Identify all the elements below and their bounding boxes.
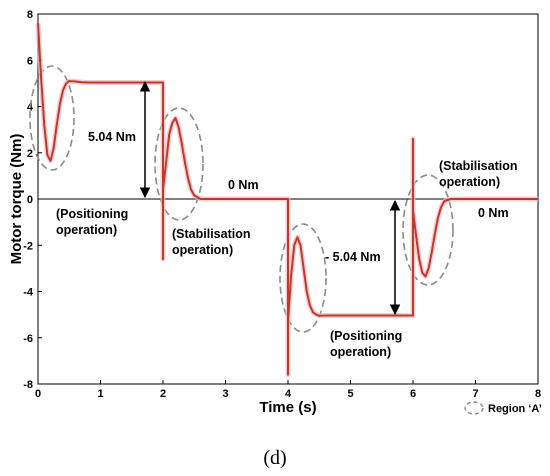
x-tick-label: 2 xyxy=(160,388,166,400)
annotation-positioning-1-line2: operation) xyxy=(56,223,117,237)
y-tick-label: 8 xyxy=(27,9,33,21)
y-tick-label: 2 xyxy=(27,148,33,160)
y-tick-label: 0 xyxy=(27,194,33,206)
legend-region-label: Region ‘A’ xyxy=(488,403,542,415)
annotation-0-nm-1: 0 Nm xyxy=(228,178,259,192)
y-tick-label: -6 xyxy=(23,333,33,345)
x-tick-label: 3 xyxy=(222,388,228,400)
annotation-0-nm-2: 0 Nm xyxy=(478,206,509,220)
annotation-positioning-2-line2: operation) xyxy=(330,345,391,359)
region-a-ellipse-3 xyxy=(279,223,327,333)
y-tick-label: -8 xyxy=(23,379,33,391)
x-tick-label: 7 xyxy=(472,388,478,400)
legend-region-swatch xyxy=(464,401,484,415)
annotation-5-04-nm: 5.04 Nm xyxy=(88,130,136,144)
series-line xyxy=(37,23,538,376)
region-a-ellipse-1 xyxy=(29,65,75,171)
x-tick-label: 1 xyxy=(97,388,103,400)
x-tick-label: 6 xyxy=(410,388,416,400)
figure-caption: (d) xyxy=(263,447,286,469)
y-tick-label: -4 xyxy=(23,287,34,299)
y-tick-label: 6 xyxy=(27,55,33,67)
x-tick-label: 8 xyxy=(535,388,541,400)
y-tick-label: -2 xyxy=(23,240,33,252)
annotation-neg-5-04-nm: - 5.04 Nm xyxy=(325,250,381,264)
x-tick-label: 4 xyxy=(285,388,292,400)
annotation-positioning-1-line1: (Positioning xyxy=(56,207,128,221)
region-a-ellipse-2 xyxy=(154,107,204,221)
y-ticks: 8 6 4 2 0 -2 -4 -6 -8 xyxy=(23,9,42,391)
annotation-stabilisation-2-line2: operation) xyxy=(439,175,500,189)
region-a-ellipse-4 xyxy=(402,174,454,286)
y-tick-label: 4 xyxy=(27,102,34,114)
x-tick-label: 5 xyxy=(347,388,353,400)
annotation-positioning-2-line1: (Positioning xyxy=(330,329,402,343)
x-ticks: 0 1 2 3 4 5 6 7 8 xyxy=(35,380,541,400)
x-tick-label: 0 xyxy=(35,388,41,400)
x-axis-label: Time (s) xyxy=(259,399,316,416)
y-axis-label: Motor torque (Nm) xyxy=(8,134,25,265)
annotation-stabilisation-2-line1: (Stabilisation xyxy=(439,159,517,173)
annotation-stabilisation-1-line1: (Stabilisation xyxy=(172,227,250,241)
annotation-stabilisation-1-line2: operation) xyxy=(172,243,233,257)
